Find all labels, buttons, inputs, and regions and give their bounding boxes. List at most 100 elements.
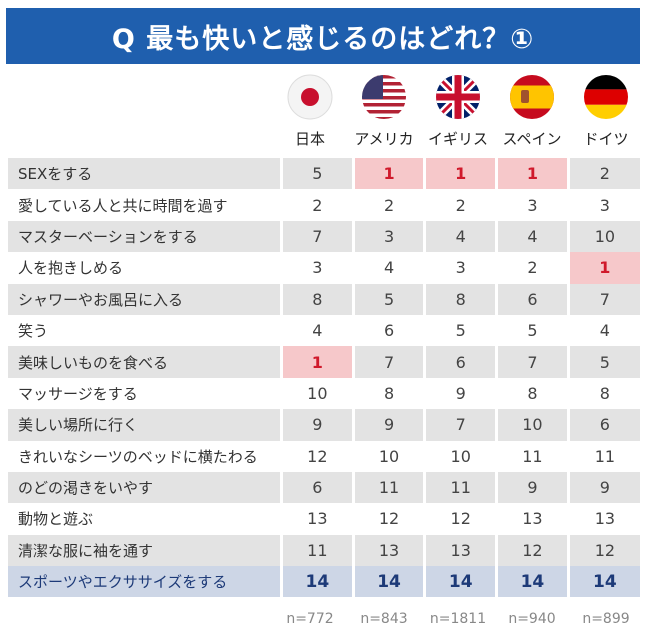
table-row: 美味しいものを食べる 1 7 6 7 5 <box>8 346 640 378</box>
row-label: スポーツやエクササイズをする <box>8 566 282 598</box>
rank-cell: 11 <box>495 440 569 472</box>
rank-cell: 11 <box>566 440 640 472</box>
table-row: 動物と遊ぶ 13 12 12 13 13 <box>8 503 640 535</box>
rank-cell: 3 <box>351 220 425 253</box>
row-label: SEXをする <box>8 158 282 190</box>
rank-cell: 13 <box>495 503 569 535</box>
table-row: きれいなシーツのベッドに横たわる 12 10 10 11 11 <box>8 440 640 472</box>
table-row: SEXをする 5 1 1 1 2 <box>8 158 640 190</box>
country-header: 日本 アメリカ <box>0 74 650 154</box>
japan-flag-icon <box>287 74 333 120</box>
rank-cell: 10 <box>423 440 497 472</box>
rank-cell: 14 <box>566 566 640 598</box>
spain-flag-icon <box>510 75 554 119</box>
row-label: 人を抱きしめる <box>8 252 282 284</box>
rank-cell: 4 <box>351 252 425 284</box>
country-usa: アメリカ <box>346 74 422 149</box>
rank-cell: 4 <box>566 314 640 347</box>
rank-cell: 2 <box>423 189 497 221</box>
table-row: 人を抱きしめる 3 4 3 2 1 <box>8 252 640 284</box>
rank-cell: 12 <box>280 440 354 472</box>
row-label: マスターベーションをする <box>8 220 282 253</box>
uk-flag-icon <box>436 75 480 119</box>
rank-cell: 7 <box>495 346 569 378</box>
rank-cell: 7 <box>566 283 640 315</box>
row-label: シャワーやお風呂に入る <box>8 283 282 315</box>
row-label: 清潔な服に袖を通す <box>8 534 282 567</box>
rank-cell: 2 <box>566 158 640 190</box>
ranking-table: SEXをする 5 1 1 1 2 愛している人と共に時間を過す 2 2 2 3 3 マスターベーションを… <box>8 158 640 598</box>
rank-cell: 12 <box>351 503 425 535</box>
rank-cell: 9 <box>351 409 425 441</box>
rank-cell: 10 <box>566 220 640 253</box>
rank-cell: 12 <box>495 534 569 567</box>
table-row: マスターベーションをする 7 3 4 4 10 <box>8 220 640 253</box>
country-name: スペイン <box>502 130 562 148</box>
chart-title: Q 最も快いと感じるのはどれ？① <box>6 8 640 64</box>
sample-size-label: n=899 <box>582 611 630 627</box>
rank-cell: 5 <box>566 346 640 378</box>
row-label: のどの渇きをいやす <box>8 471 282 504</box>
rank-cell: 5 <box>495 314 569 347</box>
rank-cell: 5 <box>423 314 497 347</box>
row-label: きれいなシーツのベッドに横たわる <box>8 440 282 472</box>
sample-size-label: n=772 <box>286 611 334 627</box>
rank-cell: 14 <box>495 566 569 598</box>
rank-cell: 13 <box>280 503 354 535</box>
rank-cell: 13 <box>423 534 497 567</box>
rank-cell: 7 <box>280 220 354 253</box>
rank-cell: 1 <box>423 158 497 190</box>
germany-flag-icon <box>584 75 628 119</box>
rank-cell: 14 <box>280 566 354 598</box>
country-spain: スペイン <box>494 74 570 149</box>
table-row: スポーツやエクササイズをする 14 14 14 14 14 <box>8 566 640 598</box>
rank-cell: 8 <box>280 283 354 315</box>
sample-sizes: n=772 n=843 n=1811 n=940 n=899 <box>0 611 650 631</box>
table-row: 美しい場所に行く 9 9 7 10 6 <box>8 409 640 441</box>
rank-cell: 4 <box>495 220 569 253</box>
rank-cell: 11 <box>351 471 425 504</box>
country-japan: 日本 <box>272 74 348 149</box>
row-label: 動物と遊ぶ <box>8 503 282 535</box>
rank-cell: 14 <box>423 566 497 598</box>
rank-cell: 9 <box>423 377 497 410</box>
sample-size-label: n=843 <box>360 611 408 627</box>
rank-cell: 4 <box>280 314 354 347</box>
rank-cell: 10 <box>495 409 569 441</box>
rank-cell: 13 <box>566 503 640 535</box>
rank-cell: 3 <box>280 252 354 284</box>
rank-cell: 10 <box>280 377 354 410</box>
rank-cell: 5 <box>280 158 354 190</box>
rank-cell: 1 <box>351 158 425 190</box>
rank-cell: 7 <box>351 346 425 378</box>
rank-cell: 14 <box>351 566 425 598</box>
table-row: 清潔な服に袖を通す 11 13 13 12 12 <box>8 534 640 567</box>
row-label: 笑う <box>8 314 282 347</box>
row-label: 美しい場所に行く <box>8 409 282 441</box>
rank-cell: 2 <box>280 189 354 221</box>
rank-cell: 1 <box>566 252 640 284</box>
rank-cell: 7 <box>423 409 497 441</box>
rank-cell: 8 <box>351 377 425 410</box>
rank-cell: 3 <box>495 189 569 221</box>
rank-cell: 6 <box>280 471 354 504</box>
row-label: マッサージをする <box>8 377 282 410</box>
country-germany: ドイツ <box>568 74 644 149</box>
rank-cell: 13 <box>351 534 425 567</box>
rank-cell: 2 <box>351 189 425 221</box>
country-name: ドイツ <box>583 130 629 148</box>
table-row: マッサージをする 10 8 9 8 8 <box>8 377 640 410</box>
rank-cell: 3 <box>423 252 497 284</box>
rank-cell: 6 <box>351 314 425 347</box>
sample-size-label: n=940 <box>508 611 556 627</box>
rank-cell: 12 <box>423 503 497 535</box>
rank-cell: 8 <box>566 377 640 410</box>
country-name: アメリカ <box>354 130 414 148</box>
row-label: 美味しいものを食べる <box>8 346 282 378</box>
rank-cell: 2 <box>495 252 569 284</box>
rank-cell: 6 <box>423 346 497 378</box>
rank-cell: 10 <box>351 440 425 472</box>
rank-cell: 4 <box>423 220 497 253</box>
rank-cell: 9 <box>566 471 640 504</box>
rank-cell: 3 <box>566 189 640 221</box>
